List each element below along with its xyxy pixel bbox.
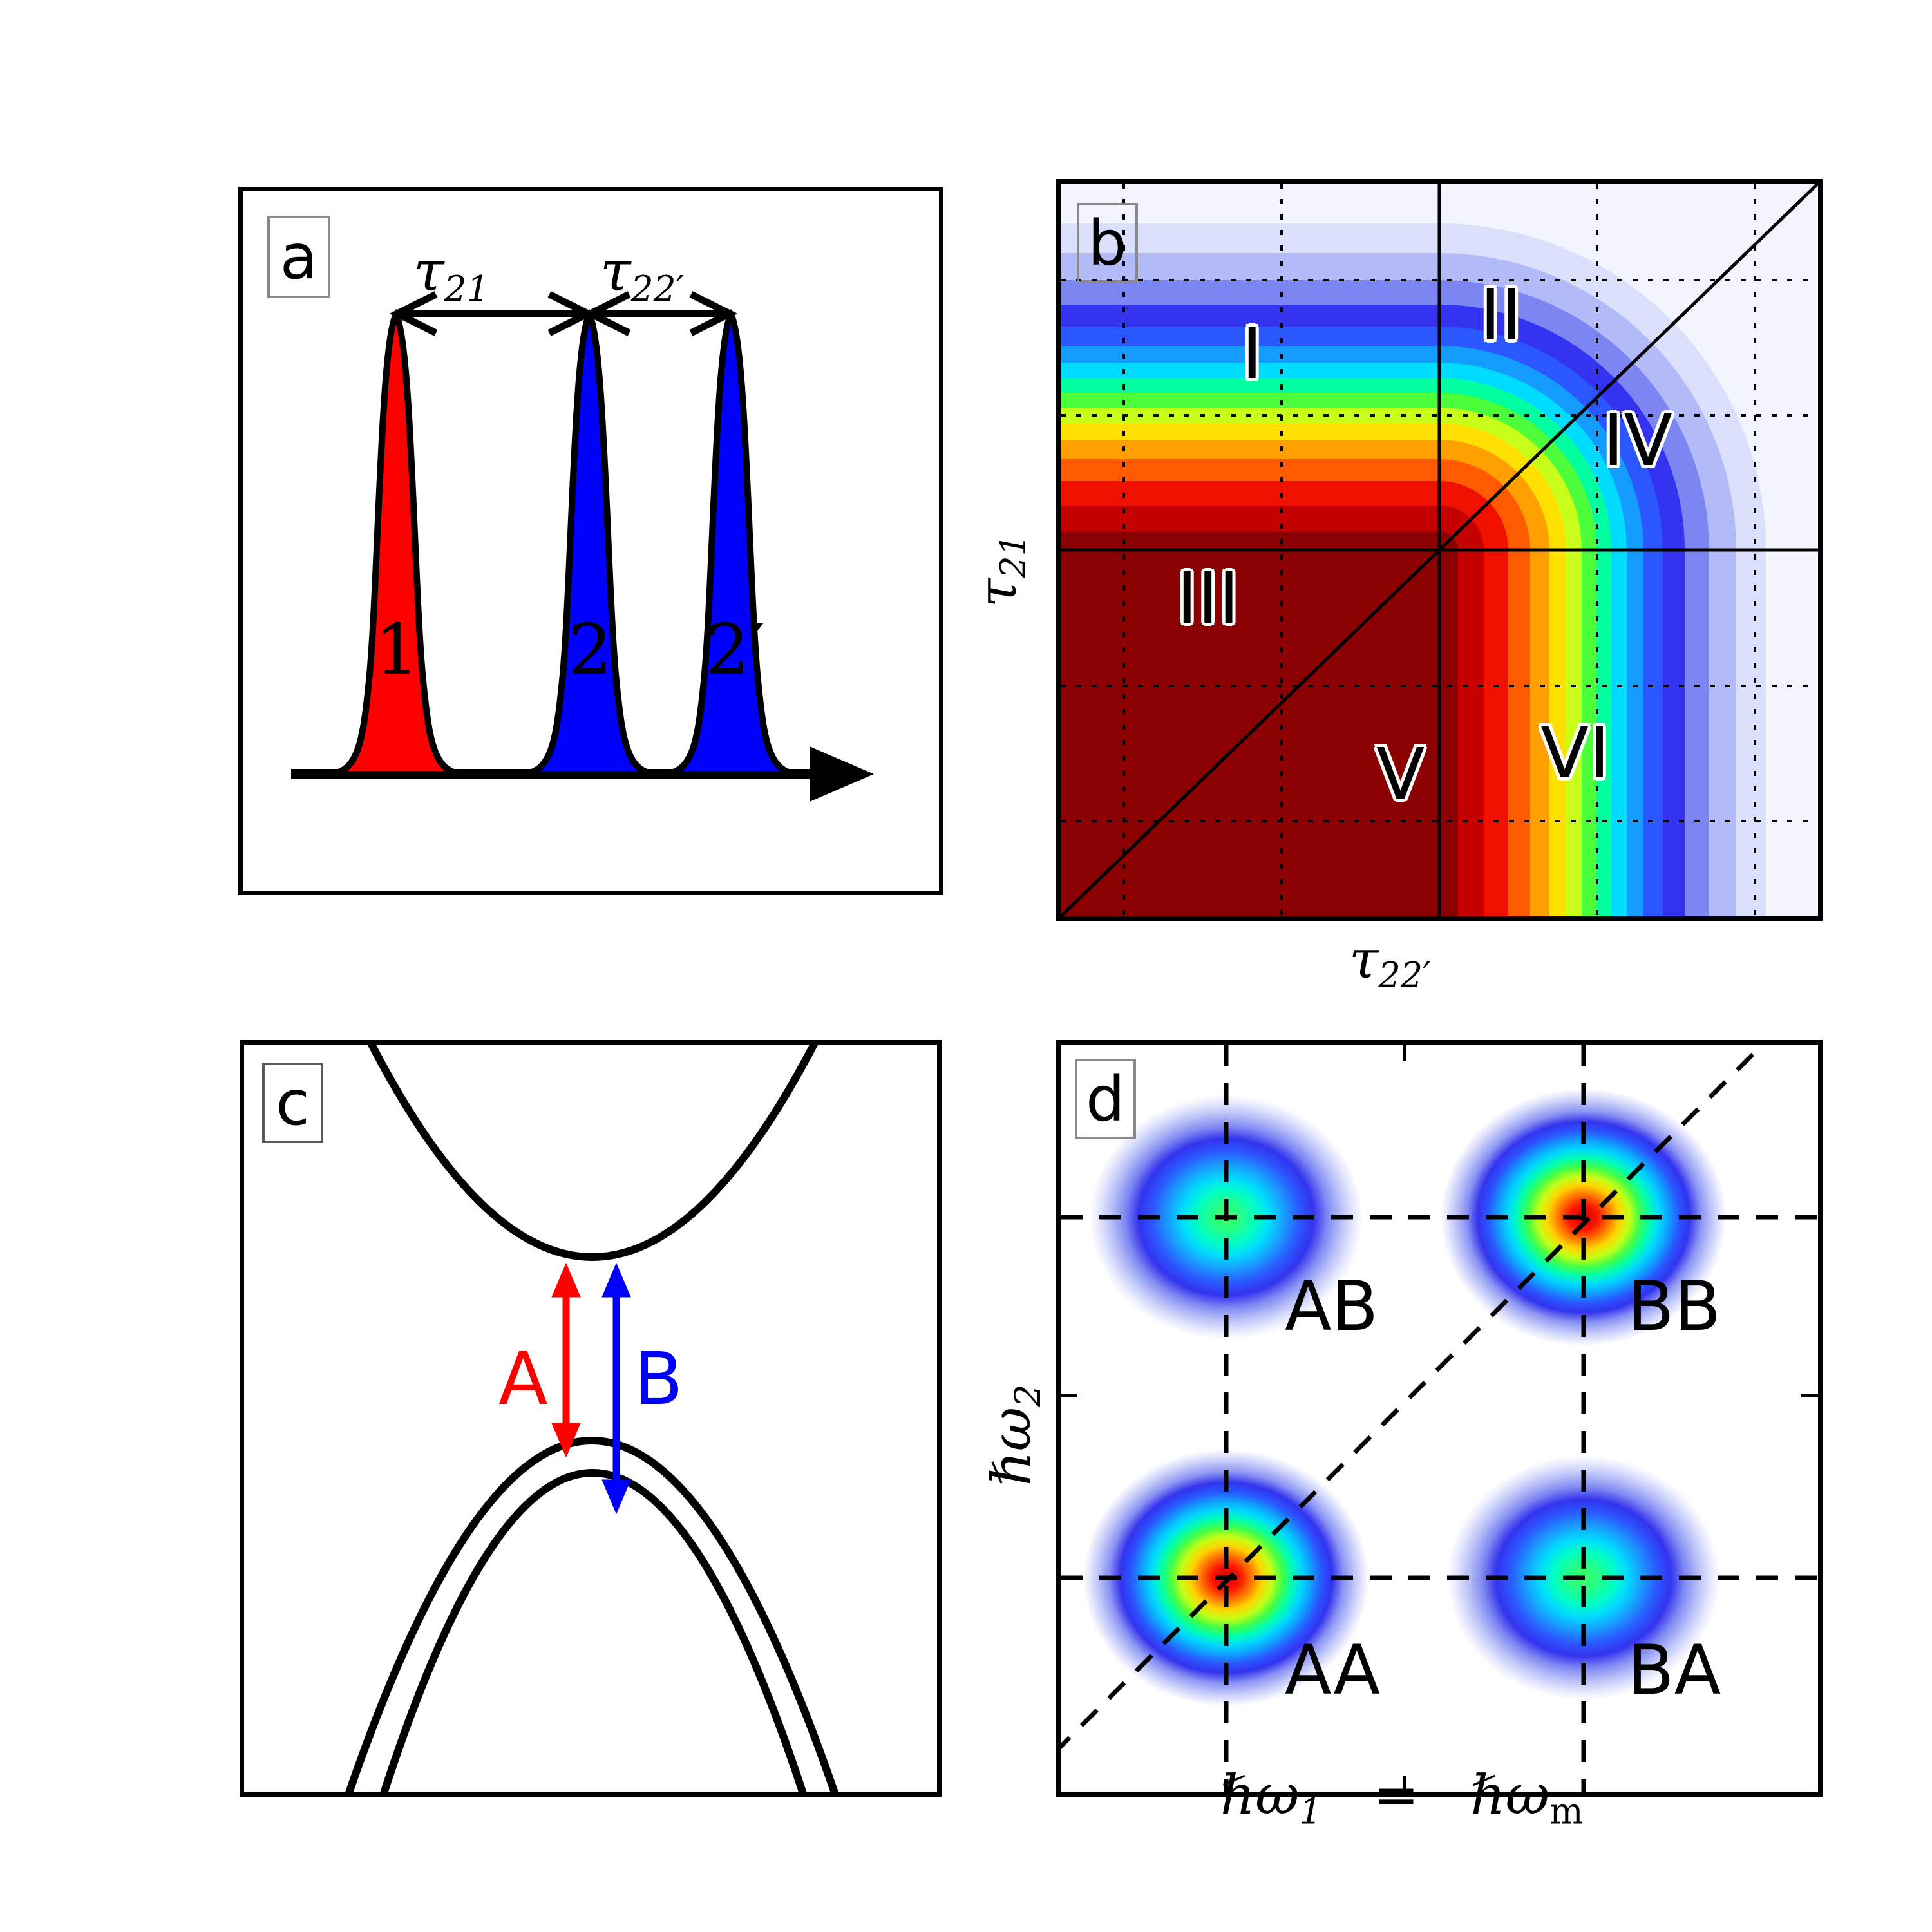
panel-tag-d: d <box>1075 1059 1136 1139</box>
region-label-I: I <box>1242 312 1263 395</box>
axis-ticks <box>1061 1045 1818 1792</box>
pulse-2prime-shape <box>661 308 801 777</box>
conduction-band-curve <box>367 1045 819 1261</box>
transition-label-b: B <box>634 1338 683 1421</box>
panel-tag-a: a <box>267 216 330 298</box>
pulse-2-shape <box>519 308 659 777</box>
panel-b-xlabel: τ22′ <box>1349 929 1431 996</box>
region-label-V: V <box>1376 733 1425 815</box>
peak-label-AA: AA <box>1285 1631 1380 1710</box>
panel-a: τ21 τ22′ 1 2 2′ a <box>238 187 943 895</box>
valence-band-lower-curve <box>380 1469 807 1792</box>
panel-tag-c: c <box>262 1063 323 1143</box>
delay-arrow-tau22prime <box>582 291 738 336</box>
peak-label-AB: AB <box>1285 1267 1379 1346</box>
transition-arrow-b <box>601 1262 631 1515</box>
valence-band-upper-curve <box>345 1437 839 1792</box>
pulse-label-2prime: 2′ <box>705 610 766 690</box>
delay-label-tau22prime: τ22′ <box>600 240 685 310</box>
time-arrow-icon <box>810 746 874 802</box>
dashed-grid <box>1061 1045 1818 1792</box>
grid-lines <box>1061 184 1818 916</box>
panel-c-bands <box>345 1045 839 1792</box>
panel-d-xlabel: ℏω1 = ℏωm <box>1220 1763 1584 1833</box>
panel-tag-b: b <box>1077 203 1138 283</box>
region-label-III: III <box>1177 557 1240 639</box>
peak-label-BA: BA <box>1627 1631 1721 1710</box>
panel-d-ylabel: ℏω2 <box>980 1384 1049 1486</box>
panel-a-plot <box>291 291 874 802</box>
panel-b-heatmap <box>1061 184 1818 916</box>
diagonal-line <box>1061 184 1818 916</box>
region-label-VI: VI <box>1540 712 1610 794</box>
panel-b: I II III IV V VI b <box>1056 179 1823 921</box>
diagonal-dashed-line <box>1061 1045 1765 1750</box>
pulse-label-2: 2 <box>568 610 612 690</box>
transition-label-a: A <box>498 1338 548 1421</box>
region-label-II: II <box>1480 274 1522 356</box>
transition-arrow-a <box>551 1262 581 1458</box>
peak-label-BB: BB <box>1627 1267 1721 1346</box>
panel-d-spectrum <box>1061 1045 1818 1792</box>
panel-d: AB BB AA BA d <box>1056 1040 1823 1797</box>
delay-label-tau21: τ21 <box>413 240 489 310</box>
panel-b-ylabel: τ21 <box>967 534 1034 608</box>
panel-c: A B c <box>240 1040 942 1797</box>
region-label-IV: IV <box>1603 399 1672 482</box>
pulse-label-1: 1 <box>375 610 419 690</box>
pulse-1-shape <box>326 308 466 777</box>
